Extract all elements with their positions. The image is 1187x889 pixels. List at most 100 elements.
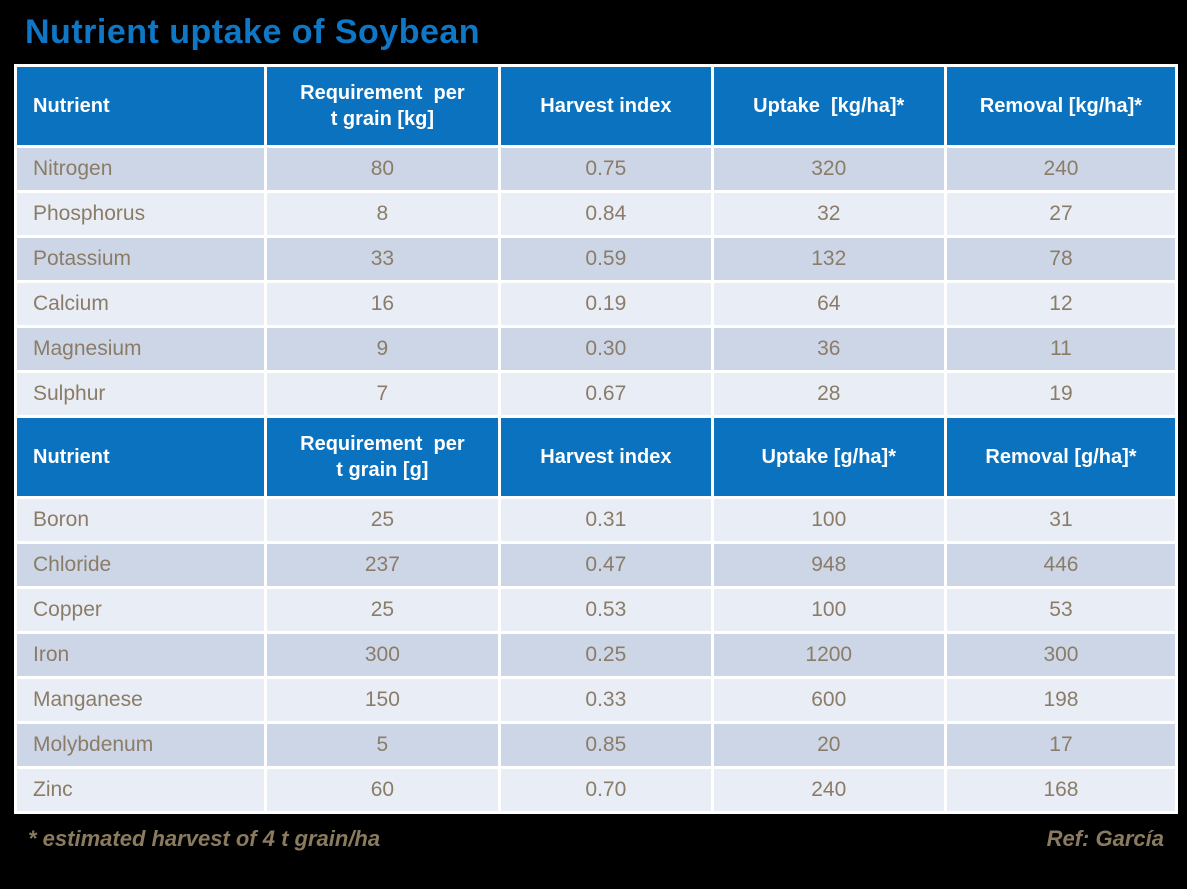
value-cell: 0.85 — [498, 721, 714, 769]
column-header: Removal [kg/ha]* — [943, 64, 1179, 148]
value-cell: 36 — [710, 325, 947, 373]
value-cell: 5 — [263, 721, 502, 769]
table-row: Chloride 237 0.47 948 446 — [14, 541, 1179, 589]
section-1-body: Nitrogen 80 0.75 320 240 Phosphorus 8 0.84 32 27 P… — [14, 145, 1179, 418]
table-row: Manganese 150 0.33 600 198 — [14, 676, 1179, 724]
value-cell: 1200 — [710, 631, 947, 679]
value-cell: 198 — [943, 676, 1179, 724]
value-cell: 948 — [710, 541, 947, 589]
value-cell: 100 — [710, 586, 947, 634]
nutrient-name-cell: Magnesium — [14, 325, 267, 373]
header-row: Nutrient Requirement per t grain [kg] Harv… — [14, 64, 1179, 148]
value-cell: 0.30 — [498, 325, 714, 373]
value-cell: 32 — [710, 190, 947, 238]
value-cell: 20 — [710, 721, 947, 769]
section-1-header: Nutrient Requirement per t grain [kg] Harv… — [14, 64, 1179, 148]
table-row: Copper 25 0.53 100 53 — [14, 586, 1179, 634]
nutrient-name-cell: Sulphur — [14, 370, 267, 418]
value-cell: 9 — [263, 325, 502, 373]
value-cell: 19 — [943, 370, 1179, 418]
value-cell: 446 — [943, 541, 1179, 589]
table-row: Potassium 33 0.59 132 78 — [14, 235, 1179, 283]
value-cell: 0.59 — [498, 235, 714, 283]
column-header: Nutrient — [14, 415, 267, 499]
table-row: Nitrogen 80 0.75 320 240 — [14, 145, 1179, 193]
footnote: * estimated harvest of 4 t grain/ha — [28, 826, 381, 851]
value-cell: 33 — [263, 235, 502, 283]
value-cell: 0.25 — [498, 631, 714, 679]
value-cell: 0.33 — [498, 676, 714, 724]
value-cell: 240 — [943, 145, 1179, 193]
value-cell: 0.70 — [498, 766, 714, 814]
value-cell: 0.67 — [498, 370, 714, 418]
column-header: Requirement per t grain [kg] — [263, 64, 502, 148]
value-cell: 0.47 — [498, 541, 714, 589]
value-cell: 0.84 — [498, 190, 714, 238]
value-cell: 320 — [710, 145, 947, 193]
value-cell: 25 — [263, 496, 502, 544]
nutrient-name-cell: Calcium — [14, 280, 267, 328]
value-cell: 78 — [943, 235, 1179, 283]
value-cell: 600 — [710, 676, 947, 724]
column-header: Nutrient — [14, 64, 267, 148]
nutrient-name-cell: Phosphorus — [14, 190, 267, 238]
value-cell: 27 — [943, 190, 1179, 238]
value-cell: 53 — [943, 586, 1179, 634]
value-cell: 17 — [943, 721, 1179, 769]
value-cell: 150 — [263, 676, 502, 724]
value-cell: 31 — [943, 496, 1179, 544]
column-header: Uptake [g/ha]* — [710, 415, 947, 499]
table-row: Sulphur 7 0.67 28 19 — [14, 370, 1179, 418]
value-cell: 16 — [263, 280, 502, 328]
column-header: Harvest index — [498, 64, 714, 148]
value-cell: 0.53 — [498, 586, 714, 634]
table-row: Molybdenum 5 0.85 20 17 — [14, 721, 1179, 769]
value-cell: 25 — [263, 586, 502, 634]
nutrient-uptake-table: Nutrient Requirement per t grain [kg] Harv… — [14, 64, 1179, 814]
nutrient-name-cell: Molybdenum — [14, 721, 267, 769]
nutrient-name-cell: Iron — [14, 631, 267, 679]
value-cell: 168 — [943, 766, 1179, 814]
column-header: Uptake [kg/ha]* — [710, 64, 947, 148]
table-row: Magnesium 9 0.30 36 11 — [14, 325, 1179, 373]
value-cell: 0.31 — [498, 496, 714, 544]
header-row: Nutrient Requirement per t grain [g] Harve… — [14, 415, 1179, 499]
nutrient-name-cell: Boron — [14, 496, 267, 544]
slide: Nutrient uptake of Soybean Nutrient Requi… — [0, 13, 1187, 889]
nutrient-name-cell: Copper — [14, 586, 267, 634]
value-cell: 300 — [943, 631, 1179, 679]
column-header: Harvest index — [498, 415, 714, 499]
value-cell: 237 — [263, 541, 502, 589]
value-cell: 12 — [943, 280, 1179, 328]
nutrient-name-cell: Chloride — [14, 541, 267, 589]
value-cell: 132 — [710, 235, 947, 283]
nutrient-name-cell: Zinc — [14, 766, 267, 814]
column-header: Removal [g/ha]* — [943, 415, 1179, 499]
table-row: Calcium 16 0.19 64 12 — [14, 280, 1179, 328]
table-row: Boron 25 0.31 100 31 — [14, 496, 1179, 544]
value-cell: 11 — [943, 325, 1179, 373]
value-cell: 100 — [710, 496, 947, 544]
footer: * estimated harvest of 4 t grain/ha Ref:… — [28, 826, 1164, 852]
value-cell: 8 — [263, 190, 502, 238]
section-2-body: Boron 25 0.31 100 31 Chloride 237 0.47 948 446 Cop… — [14, 496, 1179, 814]
value-cell: 64 — [710, 280, 947, 328]
section-2-header: Nutrient Requirement per t grain [g] Harve… — [14, 415, 1179, 499]
value-cell: 80 — [263, 145, 502, 193]
table-row: Phosphorus 8 0.84 32 27 — [14, 190, 1179, 238]
nutrient-name-cell: Nitrogen — [14, 145, 267, 193]
nutrient-name-cell: Manganese — [14, 676, 267, 724]
nutrient-name-cell: Potassium — [14, 235, 267, 283]
value-cell: 60 — [263, 766, 502, 814]
value-cell: 300 — [263, 631, 502, 679]
table-row: Zinc 60 0.70 240 168 — [14, 766, 1179, 814]
reference: Ref: García — [1046, 826, 1164, 851]
value-cell: 0.19 — [498, 280, 714, 328]
value-cell: 0.75 — [498, 145, 714, 193]
page-title: Nutrient uptake of Soybean — [25, 13, 481, 51]
value-cell: 7 — [263, 370, 502, 418]
value-cell: 240 — [710, 766, 947, 814]
table-row: Iron 300 0.25 1200 300 — [14, 631, 1179, 679]
column-header: Requirement per t grain [g] — [263, 415, 502, 499]
value-cell: 28 — [710, 370, 947, 418]
